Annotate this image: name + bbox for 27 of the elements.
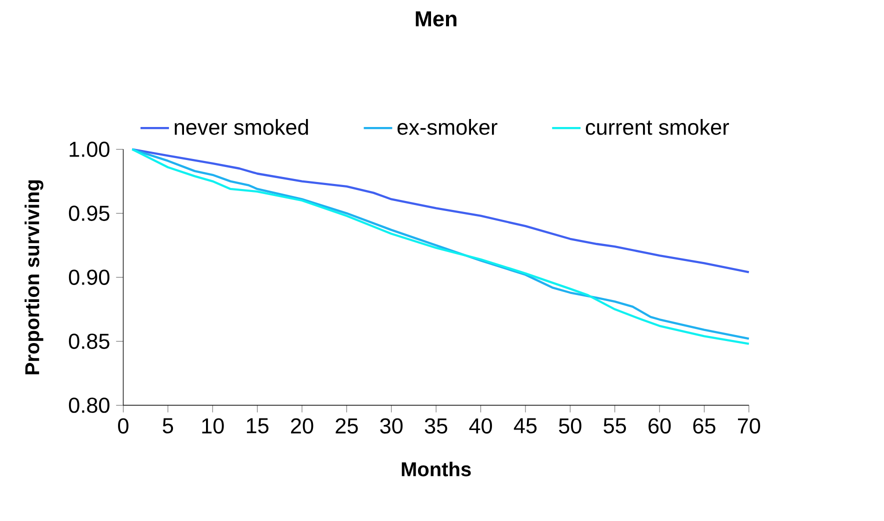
y-tick-label: 1.00	[70, 141, 110, 157]
x-tick-label: 25	[336, 418, 358, 434]
x-tick-label: 60	[648, 418, 671, 434]
x-tick-label: 70	[738, 418, 760, 434]
x-tick-label: 50	[558, 418, 582, 434]
x-tick-label: 0	[118, 418, 128, 434]
x-tick-label: 15	[246, 418, 268, 434]
x-tick-label: 45	[514, 418, 537, 434]
x-tick-label: 20	[291, 418, 314, 434]
x-tick-label: 65	[693, 418, 716, 434]
x-tick-label: 30	[380, 418, 403, 434]
x-tick-label: 40	[469, 418, 492, 434]
x-tick-label: 5	[162, 418, 174, 434]
x-tick-label: 35	[424, 418, 448, 434]
legend-label: never smoked	[174, 118, 308, 135]
y-axis-title: Proportion surviving	[24, 180, 44, 374]
y-tick-label: 0.80	[68, 397, 110, 413]
y-tick-label: 0.95	[68, 205, 110, 221]
y-tick-label: 0.85	[68, 333, 110, 349]
legend-label: current smoker	[586, 118, 729, 135]
x-tick-label: 55	[604, 418, 626, 434]
x-tick-label: 10	[202, 418, 224, 434]
chart-title: Men	[416, 11, 456, 26]
line-series	[131, 148, 750, 274]
legend-label: ex-smoker	[398, 118, 498, 135]
x-axis-title: Months	[402, 462, 471, 476]
y-tick-label: 0.90	[68, 269, 110, 285]
